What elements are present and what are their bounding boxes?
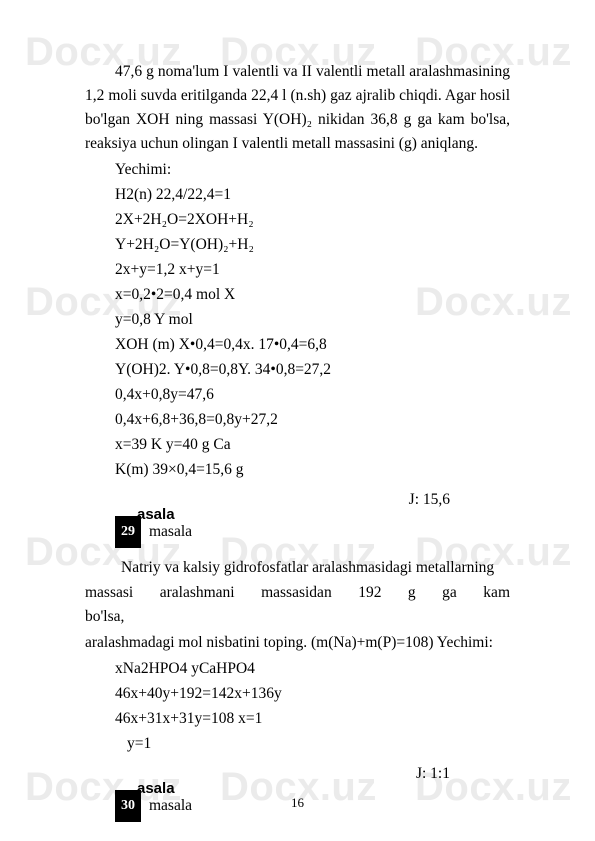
block2-p1: Natriy va kalsiy gidrofosfatlar aralashm… (115, 556, 510, 580)
block2-s2: 46x+40y+192=142x+136y (115, 682, 510, 706)
step-6: y=0,8 Y mol (115, 308, 510, 332)
block2-p3: aralashmadagi mol nisbatini toping. (m(N… (85, 631, 510, 655)
masala-29-block: asala 29 masala (115, 516, 510, 548)
block2-s1: xNa2HPO4 yCaHPO4 (115, 657, 510, 681)
step-3: Y+2H₂O=Y(OH)₂+H₂ (115, 233, 510, 257)
step-11: x=39 K y=40 g Ca (115, 433, 510, 457)
step-12: K(m) 39×0,4=15,6 g (115, 458, 510, 482)
masala-29-bold: asala (137, 503, 175, 526)
page-content: 47,6 g noma'lum I valentli va II valentl… (0, 0, 595, 822)
step-8: Y(OH)2. Y•0,8=0,8Y. 34•0,8=27,2 (115, 358, 510, 382)
step-9: 0,4x+0,8y=47,6 (115, 383, 510, 407)
step-1: H2(n) 22,4/22,4=1 (115, 183, 510, 207)
block2-p2: massasi aralashmani massasidan 192 g ga … (85, 581, 510, 629)
step-2: 2X+2H₂O=2XOH+H₂ (115, 208, 510, 232)
step-4: 2x+y=1,2 x+y=1 (115, 258, 510, 282)
masala-30-block: asala 30 masala (115, 790, 510, 822)
step-7: XOH (m) X•0,4=0,4x. 17•0,4=6,8 (115, 333, 510, 357)
intro-paragraph: 47,6 g noma'lum I valentli va II valentl… (85, 60, 510, 156)
masala-30-bold: asala (137, 777, 175, 800)
block2-s4: y=1 (127, 732, 510, 756)
yechimi-label: Yechimi: (115, 158, 510, 182)
step-10: 0,4x+6,8+36,8=0,8y+27,2 (115, 408, 510, 432)
block2-s3: 46x+31x+31y=108 x=1 (115, 707, 510, 731)
step-5: x=0,2•2=0,4 mol X (115, 283, 510, 307)
